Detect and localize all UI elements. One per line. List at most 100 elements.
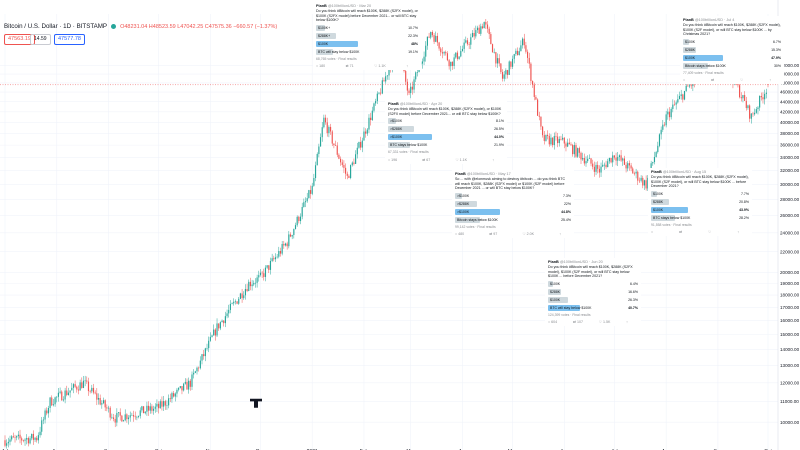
poll-author-name[interactable]: PlanB (683, 18, 694, 22)
candle (532, 81, 534, 85)
reply-icon[interactable]: ○ 180 (316, 64, 325, 68)
candle (34, 437, 36, 440)
candle (331, 131, 333, 144)
poll-author[interactable]: PlanB @100trillionUSD · Jun 20 (548, 260, 638, 264)
action-count: 97 (492, 232, 498, 237)
candle (206, 348, 208, 349)
poll-author[interactable]: PlanB @100trillionUSD · Apr 20 (388, 102, 504, 106)
interval-label[interactable]: 1D (63, 23, 72, 30)
price-axis-label: 34000.00 (780, 155, 800, 160)
candle (565, 143, 567, 147)
candle (84, 380, 86, 382)
candle (311, 185, 313, 194)
poll-author-name[interactable]: PlanB (316, 4, 327, 8)
candle (263, 273, 265, 277)
price-axis-label: 28000.00 (780, 197, 800, 202)
candle (426, 36, 428, 46)
poll-option-label: $288K (550, 289, 561, 294)
retweet-icon[interactable]: ⇄ (679, 230, 682, 234)
candle (228, 309, 230, 314)
poll-author[interactable]: PlanB @100trillionUSD · Aug 15 (651, 170, 749, 174)
retweet-icon[interactable]: ⇄ 97 (489, 232, 497, 236)
poll-tweet-jul: PlanB @100trillionUSD · Jul 4 Do you thin… (680, 16, 784, 85)
poll-option-label: $288K (653, 199, 664, 204)
price-axis-label: 10000.00 (780, 420, 800, 425)
poll-author-name[interactable]: PlanB (455, 172, 466, 176)
reply-icon[interactable]: ○ 480 (455, 232, 464, 236)
candle (116, 413, 118, 423)
sell-price-button[interactable]: 47563.19 (4, 34, 35, 45)
reply-icon[interactable]: ○ (651, 230, 653, 234)
candle (127, 417, 130, 420)
candle (580, 152, 582, 160)
candle (37, 435, 39, 441)
like-icon[interactable]: ♡ 1.1K (455, 158, 467, 162)
share-icon[interactable]: ↑ (406, 64, 408, 68)
poll-option-percent: 6.4% (630, 281, 638, 286)
poll-author[interactable]: PlanB @100trillionUSD · May 17 (455, 172, 571, 176)
reply-icon[interactable]: ○ (683, 78, 685, 82)
candle (223, 320, 225, 324)
poll-question: Do you think #Bitcoin will reach $100K, … (388, 107, 502, 116)
candle (32, 433, 34, 440)
candle (304, 201, 307, 203)
candle (607, 161, 609, 168)
candle (615, 157, 617, 161)
poll-author-name[interactable]: PlanB (651, 170, 662, 174)
poll-vote-count: 77,409 votes · Final results (683, 70, 724, 75)
like-icon[interactable]: ♡ 1.1K (374, 64, 386, 68)
candle (338, 154, 340, 159)
candle (595, 164, 597, 172)
poll-author[interactable]: PlanB @100trillionUSD · Jul 4 (683, 18, 781, 22)
like-icon[interactable]: ♡ (740, 78, 743, 82)
price-axis-label: 44000.00 (780, 99, 800, 104)
candle (178, 387, 180, 390)
candle (56, 396, 58, 398)
retweet-icon[interactable]: ⇄ (711, 78, 714, 82)
candle (526, 51, 529, 58)
reply-icon[interactable]: ○ 604 (548, 320, 557, 324)
candle (557, 136, 559, 144)
candle (163, 401, 165, 407)
like-icon[interactable]: ♡ 2.0K (522, 232, 534, 236)
share-icon[interactable]: ↑ (626, 320, 628, 324)
share-icon[interactable]: ↑ (492, 158, 494, 162)
candle (179, 386, 181, 388)
poll-author-name[interactable]: PlanB (548, 260, 559, 264)
like-icon[interactable]: ♡ 1.5K (599, 320, 611, 324)
candle (510, 61, 512, 67)
share-icon[interactable]: ↑ (737, 230, 739, 234)
poll-tweet-jun: PlanB @100trillionUSD · Jun 20 Do you thi… (545, 258, 641, 327)
retweet-icon[interactable]: ⇄ 107 (573, 320, 583, 324)
reply-icon[interactable]: ○ 196 (388, 158, 397, 162)
share-icon[interactable]: ↑ (559, 232, 561, 236)
retweet-icon[interactable]: ⇄ 67 (422, 158, 430, 162)
candle (413, 79, 415, 90)
candle (51, 397, 53, 406)
candle (465, 40, 467, 43)
candle (169, 398, 171, 400)
candle (144, 411, 146, 414)
candle (380, 92, 382, 94)
candle (159, 401, 161, 409)
price-axis-label: 46000.00 (780, 90, 800, 95)
share-icon-glyph: ↑ (406, 64, 408, 69)
poll-option-percent: 47.9% (771, 55, 781, 60)
candle (213, 329, 215, 336)
candle (308, 190, 310, 199)
candle (253, 282, 255, 285)
action-count: 480 (457, 232, 465, 237)
poll-author-name[interactable]: PlanB (388, 102, 399, 106)
buy-price-button[interactable]: 47577.78 (54, 34, 85, 45)
poll-option-percent: 48% (410, 41, 418, 46)
candle (440, 48, 442, 53)
retweet-icon[interactable]: ⇄ 71 (346, 64, 354, 68)
like-icon[interactable]: ♡ (708, 230, 711, 234)
poll-author[interactable]: PlanB @100trillionUSD · Mar 20 (316, 4, 418, 8)
share-icon[interactable]: ↑ (769, 78, 771, 82)
candle (625, 164, 627, 169)
poll-option: BTC will stay below $100K 19.1% (316, 48, 418, 55)
candle (9, 439, 11, 442)
candle (173, 393, 175, 397)
poll-option-percent: 15.3% (771, 47, 781, 52)
